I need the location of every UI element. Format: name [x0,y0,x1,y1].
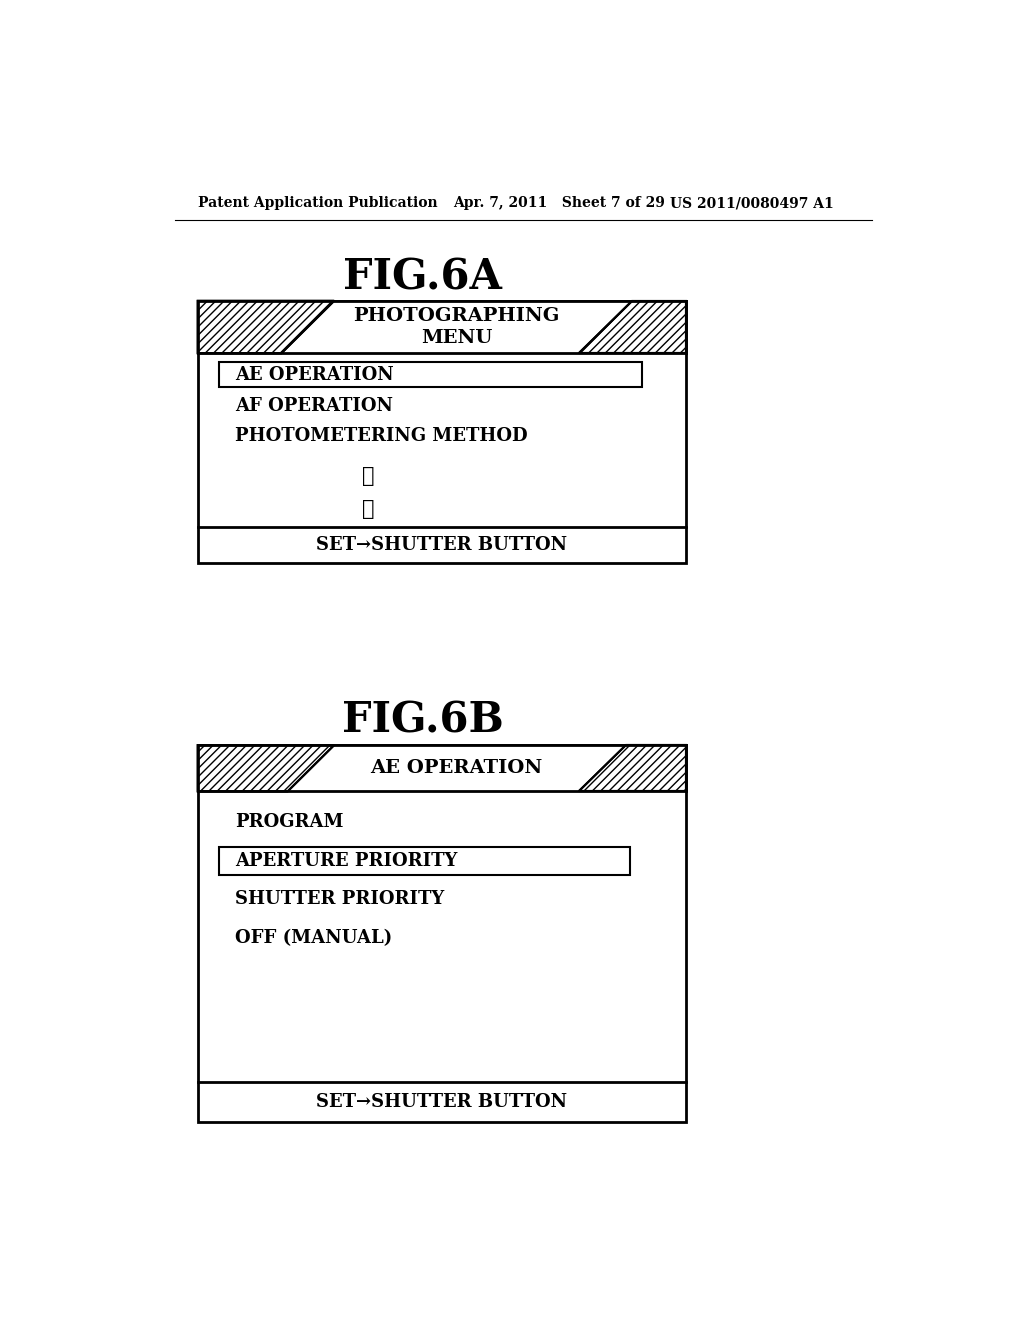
Bar [198,744,686,1122]
Polygon shape [198,301,334,354]
Polygon shape [579,301,686,354]
Text: Patent Application Publication: Patent Application Publication [198,197,437,210]
Text: Apr. 7, 2011   Sheet 7 of 29: Apr. 7, 2011 Sheet 7 of 29 [454,197,666,210]
Text: US 2011/0080497 A1: US 2011/0080497 A1 [671,197,835,210]
Polygon shape [579,744,686,792]
Text: FIG.6B: FIG.6B [342,700,504,742]
Text: OFF (MANUAL): OFF (MANUAL) [234,929,392,946]
Text: PHOTOGRAPHING
MENU: PHOTOGRAPHING MENU [353,308,560,347]
Text: AE OPERATION: AE OPERATION [234,366,393,384]
Bar [219,847,630,874]
Text: SET→SHUTTER BUTTON: SET→SHUTTER BUTTON [316,536,567,554]
Text: PROGRAM: PROGRAM [234,813,343,832]
Text: AE OPERATION: AE OPERATION [371,759,543,777]
Text: ⋮: ⋮ [362,466,375,486]
Text: SHUTTER PRIORITY: SHUTTER PRIORITY [234,890,444,908]
Text: PHOTOMETERING METHOD: PHOTOMETERING METHOD [234,428,527,445]
Text: FIG.6A: FIG.6A [343,257,502,298]
Bar [198,301,686,562]
Bar [198,744,686,792]
Text: SET→SHUTTER BUTTON: SET→SHUTTER BUTTON [316,1093,567,1111]
Polygon shape [198,744,334,792]
Bar [219,363,642,387]
Text: APERTURE PRIORITY: APERTURE PRIORITY [234,851,458,870]
Text: ⋮: ⋮ [362,499,375,519]
Text: AF OPERATION: AF OPERATION [234,396,393,414]
Bar [198,301,686,354]
